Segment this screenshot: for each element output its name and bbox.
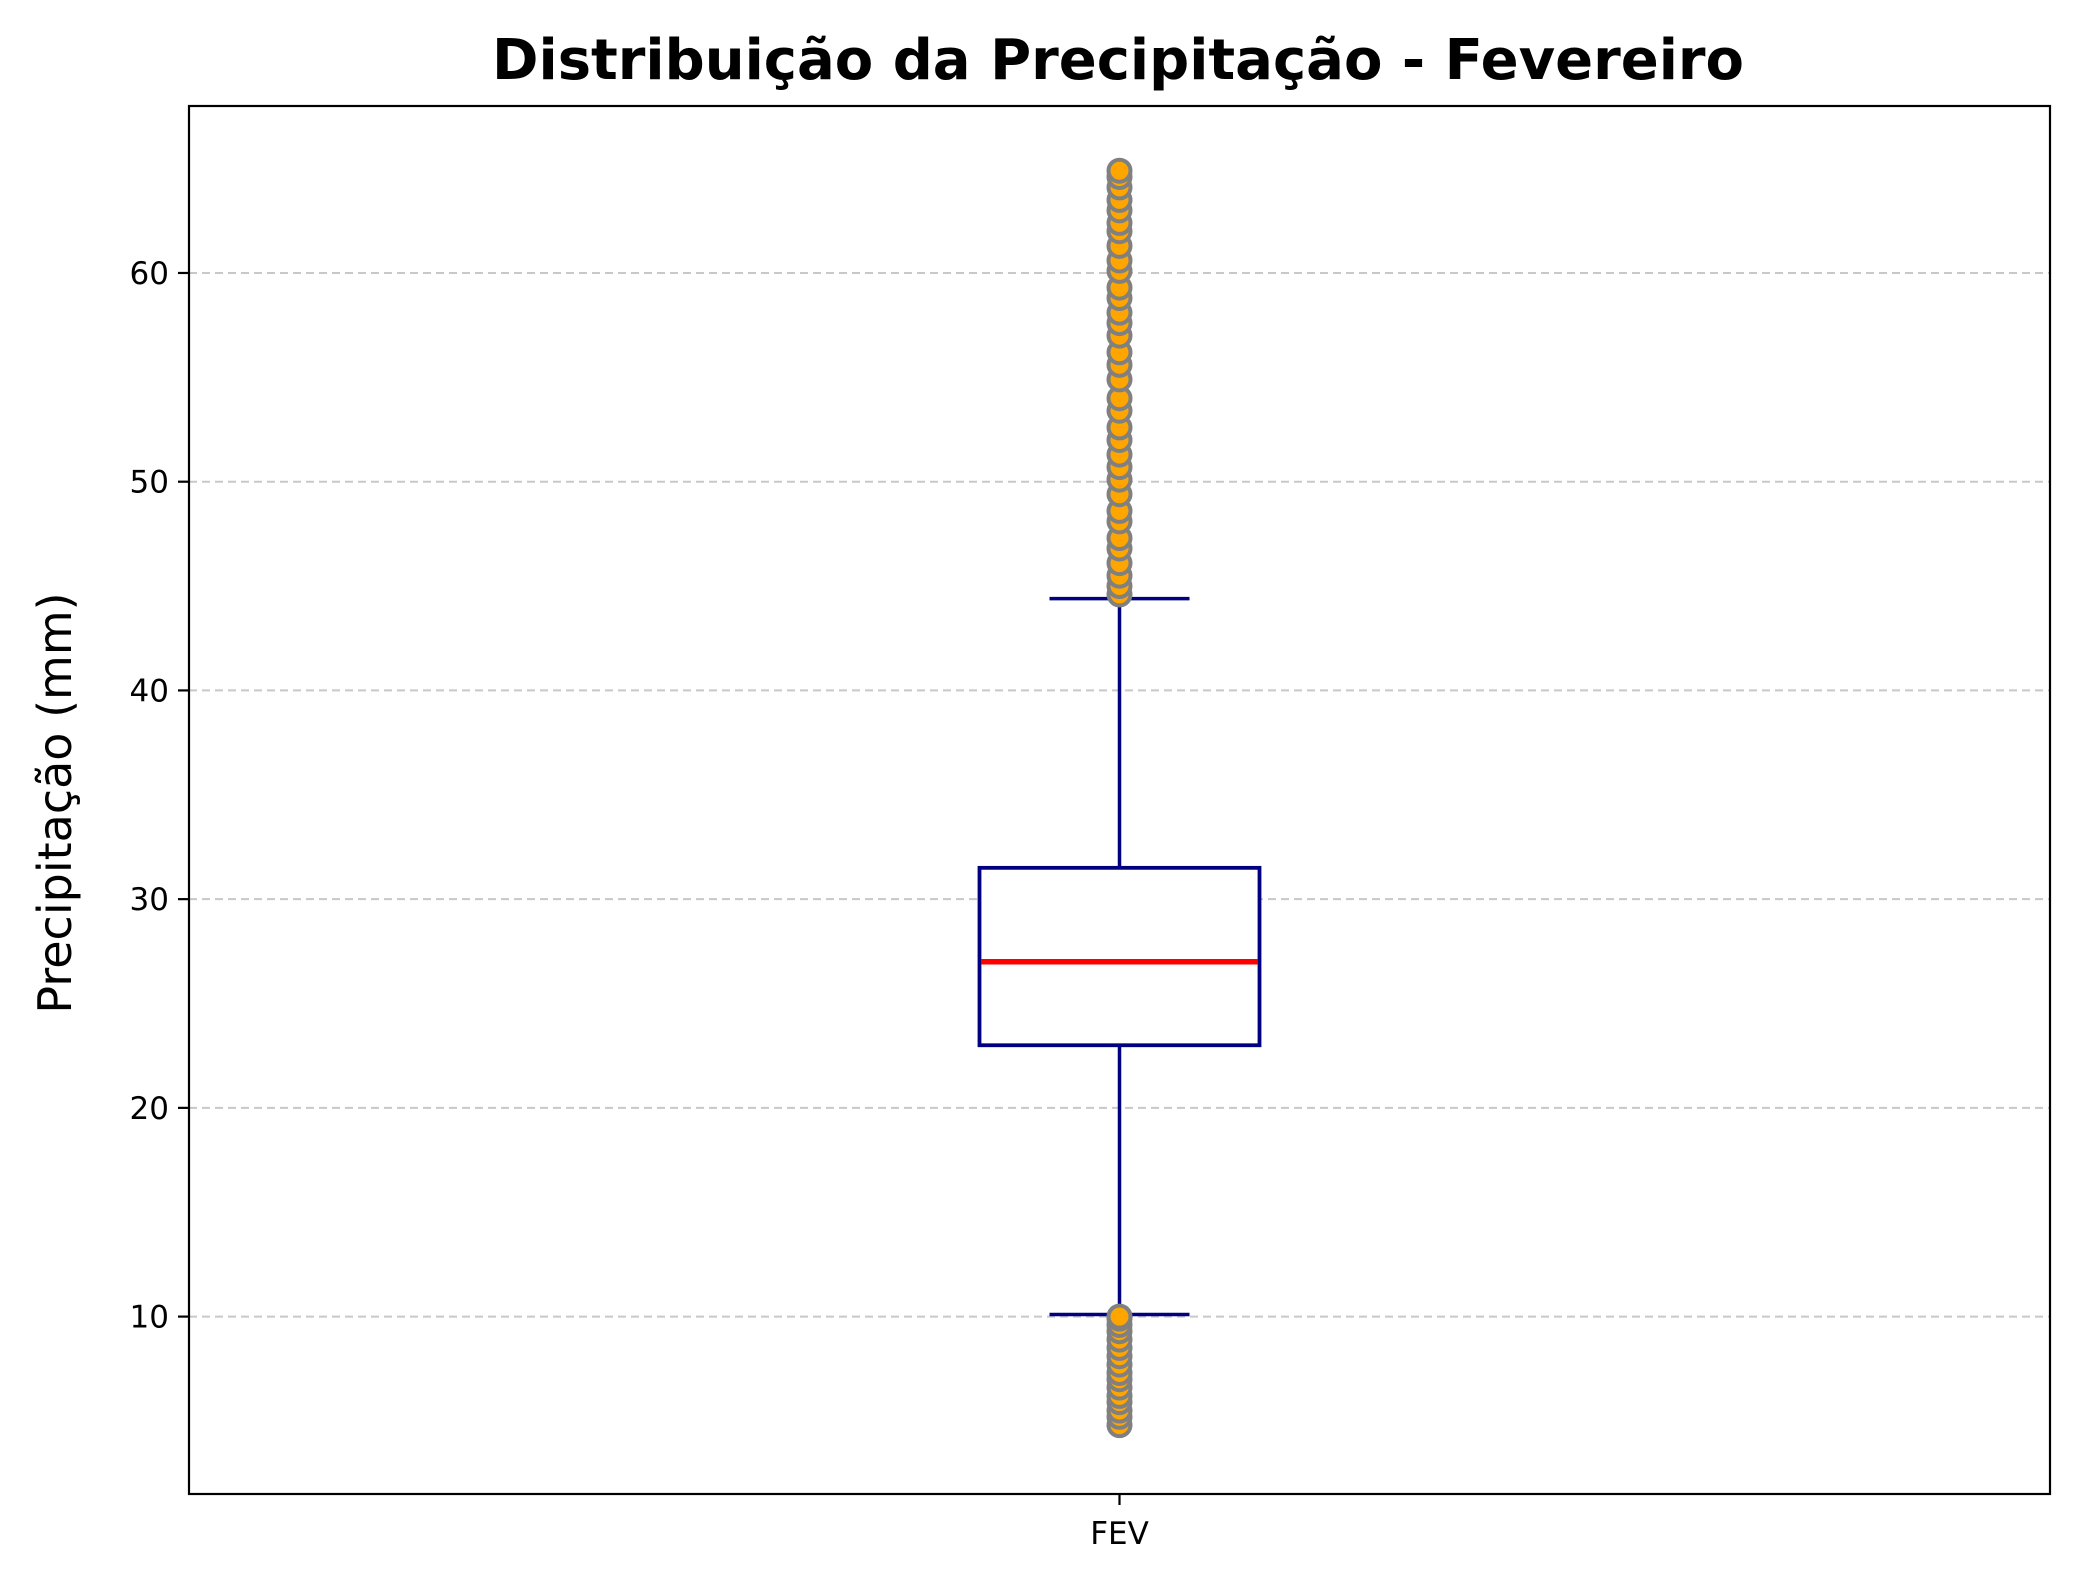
box-iqr [977,865,1262,1048]
y-tick-label: 10 [130,1300,169,1336]
x-tick-label: FEV [1090,1516,1149,1552]
outlier-point [1106,157,1133,184]
y-tick-label: 30 [130,882,169,918]
plot-frame [187,104,2052,1496]
y-tick-label: 60 [130,256,169,292]
chart-title: Distribuição da Precipitação - Fevereiro [492,28,1744,93]
axis-ticks: 10 20 30 40 50 60 FEV [130,256,1149,1552]
outlier-point [1106,1303,1133,1330]
y-tick-label: 20 [130,1091,169,1127]
y-axis-label: Precipitação (mm) [28,592,82,1013]
y-tick-label: 50 [130,465,169,501]
y-tick-label: 40 [130,673,169,709]
plot-area [977,157,1262,1439]
